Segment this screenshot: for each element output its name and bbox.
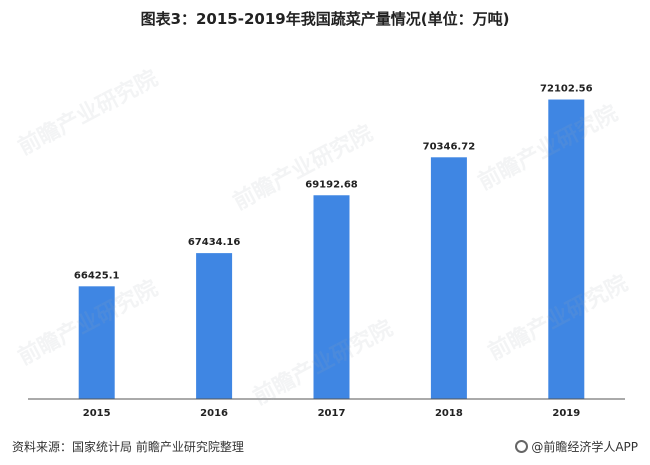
bar-2018	[430, 157, 467, 399]
x-tick-labels-group: 2015 2016 2017 2018 2019	[83, 408, 580, 419]
source-note: 资料来源：国家统计局 前瞻产业研究院整理	[12, 440, 244, 454]
brand-credit: @前瞻经济学人APP	[515, 438, 638, 455]
x-tick-2016: 2016	[200, 408, 228, 419]
chart-title: 图表3：2015-2019年我国蔬菜产量情况(单位：万吨)	[140, 10, 510, 28]
x-tick-2019: 2019	[552, 408, 580, 419]
x-tick-2015: 2015	[83, 408, 111, 419]
brand-logo-icon	[515, 440, 529, 453]
bars-group	[78, 99, 585, 399]
data-label-2016: 67434.16	[188, 237, 241, 248]
data-label-2019: 72102.56	[540, 84, 593, 95]
x-tick-2018: 2018	[435, 408, 463, 419]
data-label-2017: 69192.68	[305, 179, 358, 190]
data-label-2015: 66425.1	[74, 270, 120, 281]
bar-2016	[196, 253, 233, 399]
bar-2015	[78, 286, 115, 399]
data-label-2018: 70346.72	[423, 141, 476, 152]
bar-2017	[313, 195, 350, 399]
data-labels-group: 66425.1 67434.16 69192.68 70346.72 72102.56	[74, 84, 593, 282]
brand-text: @前瞻经济学人APP	[531, 440, 638, 454]
bar-2019	[548, 99, 585, 399]
x-tick-2017: 2017	[318, 408, 346, 419]
